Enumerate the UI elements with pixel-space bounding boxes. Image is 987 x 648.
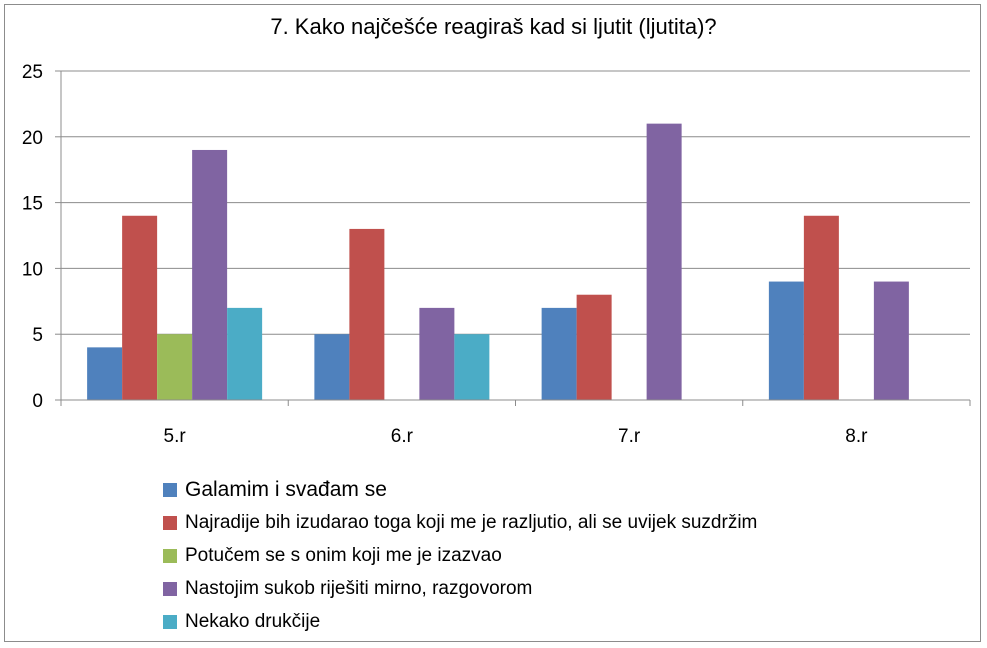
bar [873,281,909,400]
bar [576,294,612,400]
bar [87,347,123,400]
bar [768,281,804,400]
legend-label: Galamim i svađam se [185,477,387,501]
legend-item: Nastojim sukob riješiti mirno, razgovoro… [163,572,757,605]
legend-swatch [163,515,177,530]
bar [803,215,839,400]
legend: Galamim i svađam se Najradije bih izudara… [163,473,757,638]
bar [157,334,193,400]
legend-item: Nekako drukčije [163,605,757,638]
y-tick-label: 15 [22,194,43,215]
legend-swatch [163,581,177,596]
bar [314,334,350,400]
x-tick-label: 5.r [164,426,187,447]
bar [454,334,490,400]
x-tick-label: 6.r [391,426,414,447]
legend-swatch [163,482,177,497]
y-tick-label: 5 [32,325,43,346]
y-tick-label: 0 [32,391,43,412]
legend-label: Nekako drukčije [185,610,321,632]
x-tick-label: 7.r [618,426,641,447]
legend-label: Potučem se s onim koji me je izazvao [185,544,502,566]
bar [646,123,682,400]
bar [419,307,455,400]
bar [192,149,228,400]
y-tick-label: 10 [22,259,43,280]
chart-title: 7. Kako najčešće reagiraš kad si ljutit … [270,14,717,39]
y-tick-label: 20 [22,128,43,149]
bar [122,215,158,400]
bar [227,307,263,400]
x-tick-label: 8.r [845,426,868,447]
bar [541,307,577,400]
legend-label: Nastojim sukob riješiti mirno, razgovoro… [185,577,533,599]
legend-swatch [163,548,177,563]
legend-item: Galamim i svađam se [163,473,757,506]
legend-label: Najradije bih izudarao toga koji me je r… [185,511,758,533]
legend-item: Potučem se s onim koji me je izazvao [163,539,757,572]
legend-swatch [163,614,177,629]
bar [349,228,385,400]
legend-item: Najradije bih izudarao toga koji me je r… [163,506,757,539]
y-tick-label: 25 [22,62,43,83]
